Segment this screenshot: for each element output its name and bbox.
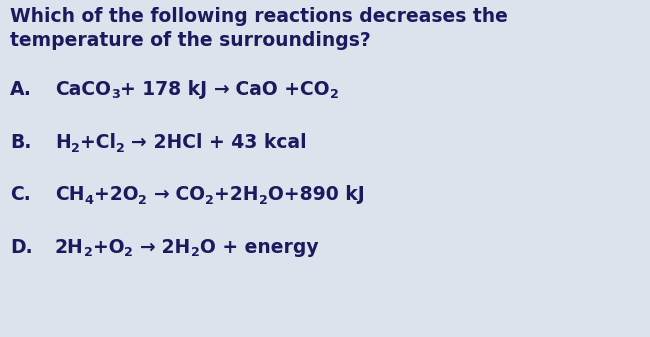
Text: 2: 2 xyxy=(124,246,133,259)
Text: 2: 2 xyxy=(259,193,268,207)
Text: 4: 4 xyxy=(84,193,94,207)
Text: +2H: +2H xyxy=(214,185,259,204)
Text: B.: B. xyxy=(10,133,31,152)
Text: →: → xyxy=(153,185,169,204)
Text: 2: 2 xyxy=(138,193,147,207)
Text: Which of the following reactions decreases the: Which of the following reactions decreas… xyxy=(10,7,508,26)
Text: 2: 2 xyxy=(190,246,200,259)
Text: H: H xyxy=(55,133,71,152)
Text: + 178 kJ: + 178 kJ xyxy=(120,80,213,99)
Text: +2O: +2O xyxy=(94,185,138,204)
Text: 2: 2 xyxy=(116,142,125,154)
Text: →: → xyxy=(131,133,147,152)
Text: +Cl: +Cl xyxy=(79,133,116,152)
Text: CaO +CO: CaO +CO xyxy=(229,80,330,99)
Text: 2: 2 xyxy=(205,193,214,207)
Text: O + energy: O + energy xyxy=(200,238,318,257)
Text: O+890 kJ: O+890 kJ xyxy=(268,185,365,204)
Text: 3: 3 xyxy=(111,89,120,101)
Text: temperature of the surroundings?: temperature of the surroundings? xyxy=(10,31,370,50)
Text: →: → xyxy=(213,80,229,99)
Text: CH: CH xyxy=(55,185,84,204)
Text: 2: 2 xyxy=(84,246,92,259)
Text: 2H: 2H xyxy=(55,238,84,257)
Text: CO: CO xyxy=(169,185,205,204)
Text: 2: 2 xyxy=(71,142,79,154)
Text: →: → xyxy=(140,238,155,257)
Text: +O: +O xyxy=(92,238,124,257)
Text: 2H: 2H xyxy=(155,238,190,257)
Text: D.: D. xyxy=(10,238,32,257)
Text: C.: C. xyxy=(10,185,31,204)
Text: CaCO: CaCO xyxy=(55,80,111,99)
Text: A.: A. xyxy=(10,80,32,99)
Text: 2HCl + 43 kcal: 2HCl + 43 kcal xyxy=(147,133,306,152)
Text: 2: 2 xyxy=(330,89,339,101)
